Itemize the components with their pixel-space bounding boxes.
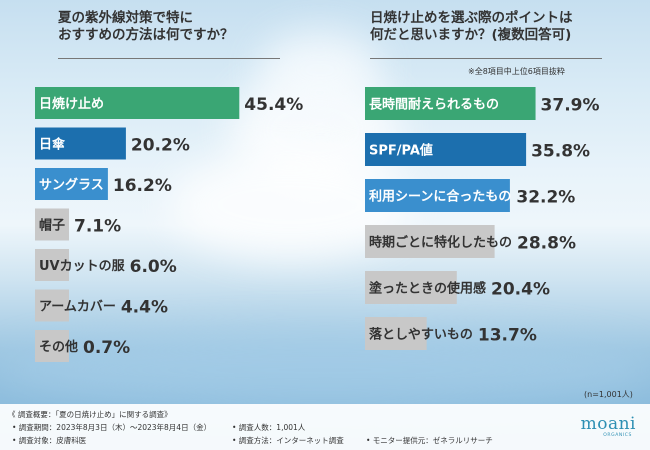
survey-heading: 《 調査概要：「夏の日焼け止め」に関する調査》 [8, 410, 172, 419]
cloud-glow [260, 30, 380, 110]
survey-target: • 調査対象：皮膚科医 [12, 436, 87, 445]
left-bar-4 [35, 249, 69, 281]
sample-size-note: (n=1,001人) [584, 390, 633, 399]
left-category-label-2: サングラス [39, 177, 104, 193]
left-bar-2 [35, 168, 108, 200]
right-bar-1 [365, 133, 527, 166]
right-value-label-3: 28.8% [517, 234, 576, 254]
left-value-label-2: 16.2% [113, 176, 172, 196]
left-bar-0 [35, 87, 240, 119]
bar-charts: 日焼け止め 45.4% 日傘 20.2% サングラス 16.2% 帽子 7.1% UVカットの服… [35, 87, 600, 362]
right-title-underline [370, 58, 602, 59]
right-category-label-3: 時期ごとに特化したもの [369, 235, 512, 251]
right-value-label-1: 35.8% [531, 142, 590, 162]
right-category-label-2: 利用シーンに合ったもの [369, 189, 511, 205]
left-bar-1 [35, 127, 126, 160]
left-category-label-4: UVカットの服 [39, 259, 126, 274]
left-bar-5 [35, 289, 69, 322]
water-glow [0, 330, 650, 410]
survey-method: • 調査方法：インターネット調査 [232, 436, 344, 445]
right-bar-5 [365, 317, 427, 350]
right-category-label-1: SPF/PA値 [369, 143, 433, 159]
right-value-label-2: 32.2% [516, 188, 575, 208]
right-bar-0 [365, 87, 536, 120]
left-category-label-5: アームカバー [39, 300, 116, 315]
left-value-label-1: 20.2% [131, 136, 190, 156]
brand-logo: moani [580, 414, 636, 434]
survey-summary [0, 404, 650, 450]
right-value-label-4: 20.4% [491, 280, 550, 300]
left-category-label-0: 日焼け止め [39, 96, 104, 112]
survey-provider: • モニター提供元：ゼネラルリサーチ [366, 436, 493, 445]
right-category-label-4: 塗ったときの使用感 [369, 281, 486, 297]
left-category-label-1: 日傘 [39, 137, 66, 153]
left-value-label-6: 0.7% [83, 338, 130, 358]
right-value-label-5: 13.7% [478, 326, 537, 346]
right-chart-title: 日焼け止めを選ぶ際のポイントは 何だと思いますか？(複数回答可) [370, 10, 573, 43]
right-chart-note: ※全8項目中上位6項目抜粋 [468, 67, 565, 76]
left-value-label-0: 45.4% [244, 95, 303, 115]
right-bar-2 [365, 179, 510, 212]
left-category-label-6: その他 [39, 339, 78, 355]
right-category-label-0: 長時間耐えられるもの [369, 97, 499, 113]
right-category-label-5: 落としやすいもの [369, 327, 473, 343]
right-value-label-0: 37.9% [541, 96, 600, 116]
left-bar-3 [35, 208, 69, 241]
left-value-label-5: 4.4% [121, 298, 168, 318]
left-category-label-3: 帽子 [39, 218, 65, 234]
left-value-label-3: 7.1% [74, 217, 121, 237]
survey-period: • 調査期間：2023年8月3日（木）〜2023年8月4日（金） [12, 423, 212, 432]
left-chart-title: 夏の紫外線対策で特に おすすめの方法は何ですか？ [58, 10, 234, 43]
left-title-underline [58, 58, 280, 59]
left-bar-6 [35, 330, 69, 362]
left-value-label-4: 6.0% [130, 257, 177, 277]
brand-logo-sub: ORGANICS [603, 433, 632, 438]
right-bar-3 [365, 225, 495, 258]
right-bar-4 [365, 271, 457, 304]
survey-count: • 調査人数：1,001人 [232, 423, 306, 432]
